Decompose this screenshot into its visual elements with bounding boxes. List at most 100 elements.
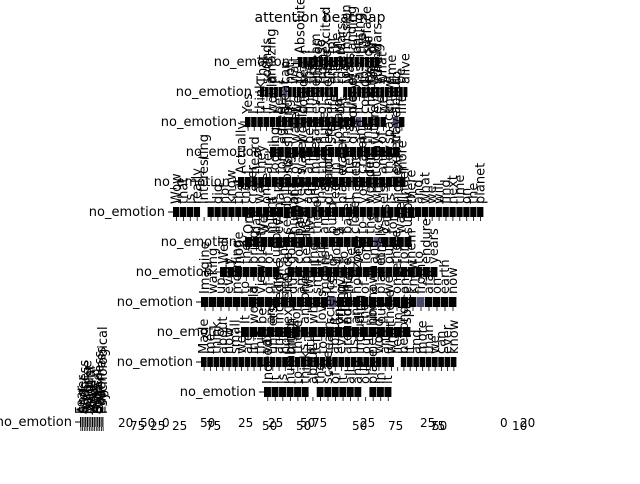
row-label: no_emotion (117, 355, 193, 370)
token-label: out (382, 243, 397, 264)
token-label: is (384, 193, 399, 204)
token-label: there (404, 170, 419, 204)
token-label: good (284, 232, 299, 264)
token-label: rising (326, 258, 341, 294)
heatmap-cell (399, 177, 406, 187)
token-label: long (360, 236, 375, 264)
token-label: and (277, 240, 292, 264)
heatmap-cell (209, 297, 217, 307)
token-label: them (405, 230, 420, 264)
token-label: build (325, 202, 340, 234)
heatmap-cell (413, 357, 419, 367)
heatmap-cell (304, 207, 311, 217)
token-label: science (323, 275, 338, 324)
heatmap-cell (366, 207, 373, 217)
heatmap-cell (345, 207, 353, 217)
heatmap-cell (384, 387, 392, 397)
heatmap-cell (269, 87, 274, 97)
heatmap-cell (430, 267, 438, 277)
token-label: to (337, 251, 352, 264)
heatmap-cell (358, 177, 366, 187)
heatmap-cell (100, 417, 102, 427)
axis-tick-label: 75 (312, 416, 327, 430)
heatmap-cell (380, 207, 387, 217)
heatmap-cell (286, 387, 294, 397)
heatmap-cell (334, 87, 339, 97)
token-label: humans (287, 182, 302, 234)
heatmap-cell (232, 357, 238, 367)
axis-tick-label: 20 (520, 416, 535, 430)
heatmap-cell (292, 327, 300, 337)
heatmap-cell (287, 267, 295, 277)
heatmap-cell (377, 327, 385, 337)
token-label: Calmness (93, 351, 108, 414)
heatmap-cell (290, 207, 297, 217)
heatmap-cell (275, 117, 282, 127)
token-label: of (262, 281, 277, 294)
heatmap-cell (339, 387, 347, 397)
token-label: small (228, 319, 243, 354)
heatmap-cell (324, 387, 332, 397)
heatmap-cell (385, 177, 392, 187)
heatmap-cell (379, 177, 386, 187)
token-label: moons (318, 250, 333, 294)
heatmap-cell (328, 237, 336, 247)
token-label: years (427, 228, 442, 264)
heatmap-cell (333, 57, 339, 67)
token-label: our (359, 362, 374, 384)
token-label: too (339, 63, 354, 84)
heatmap-cell (245, 117, 251, 127)
heatmap-cell (313, 57, 318, 67)
token-label: Mars (370, 22, 385, 54)
heatmap-row: no_emotionIagreefindingwaterwouldbeahuge… (186, 81, 404, 161)
heatmap-cell (355, 117, 362, 127)
token-label: to (238, 281, 253, 294)
token-label: in (247, 342, 262, 354)
heatmap-cell (358, 237, 366, 247)
heatmap-cell (355, 267, 363, 277)
token-label: step (324, 116, 339, 144)
token-label: incredible (272, 260, 287, 324)
heatmap-cell (375, 357, 382, 367)
token-label: Wow (169, 173, 184, 204)
token-label: know (225, 169, 240, 204)
heatmap-cell (368, 327, 377, 337)
heatmap-cell (345, 297, 353, 307)
heatmap-cell (283, 327, 292, 337)
heatmap-cell (249, 207, 256, 217)
token-label: only (398, 266, 413, 294)
token-label: water (335, 136, 350, 174)
token-label: beyond (397, 306, 412, 354)
token-label: finding (281, 99, 296, 144)
token-label: there (310, 200, 325, 234)
token-label: plenty (254, 223, 269, 264)
heatmap-cell (238, 177, 245, 187)
token-label: the (329, 63, 344, 84)
heatmap-cell (351, 237, 359, 247)
token-label: could (358, 79, 373, 114)
token-label: really (190, 168, 205, 204)
token-label: to (412, 251, 427, 264)
heatmap-cell (300, 117, 306, 127)
token-label: a (380, 76, 395, 84)
heatmap-cell (376, 387, 384, 397)
heatmap-cell (336, 237, 344, 247)
token-label: adventure (340, 257, 355, 324)
token-label: know (383, 79, 398, 114)
token-label: they (382, 145, 397, 174)
heatmap-cell (433, 297, 441, 307)
heatmap-cell (294, 117, 300, 127)
token-label: much (285, 318, 300, 354)
heatmap-cell (321, 297, 329, 307)
token-label: formed (322, 127, 337, 174)
heatmap-cell (291, 177, 298, 187)
token-label: makes (349, 161, 364, 204)
token-label: Made (197, 319, 212, 354)
token-label: lies (391, 332, 406, 354)
heatmap-cell (288, 117, 294, 127)
heatmap-cell (251, 177, 258, 187)
token-label: are (241, 333, 256, 354)
heatmap-cell (353, 297, 361, 307)
token-label: Indeed (261, 339, 276, 384)
